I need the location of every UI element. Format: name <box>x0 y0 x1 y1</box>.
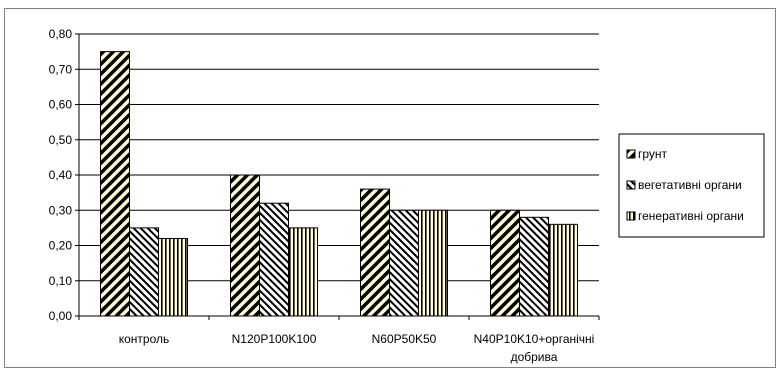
y-tick-label: 0,80 <box>49 27 73 41</box>
bars <box>100 51 578 317</box>
y-tick-label: 0,20 <box>49 239 73 253</box>
y-tick-label: 0,00 <box>49 309 73 323</box>
legend: грунт вегетативні органи генеративні орган… <box>618 133 765 238</box>
legend-swatch <box>626 211 636 221</box>
chart-frame: 0,00 0,10 0,20 0,30 0,40 0,50 0,60 0,70 0,80 конт… <box>4 8 776 368</box>
bar-vegetative-1 <box>259 202 289 317</box>
bar-soil-0 <box>100 51 130 317</box>
bar-vegetative-3 <box>519 216 549 317</box>
legend-label: грунт <box>638 147 668 161</box>
legend-label: вегетативні органи <box>638 178 742 192</box>
x-category-label: контроль <box>119 332 170 346</box>
x-category-label: N120P100K100 <box>232 332 317 346</box>
bar-generative-2 <box>418 209 448 317</box>
y-tick-label: 0,70 <box>49 62 73 76</box>
legend-swatch <box>626 180 636 190</box>
x-category-label: N60P50K50 <box>372 332 437 346</box>
x-category-label: добрива <box>511 350 558 364</box>
bar-soil-1 <box>230 174 260 317</box>
bar-soil-2 <box>360 188 390 317</box>
bar-chart: 0,00 0,10 0,20 0,30 0,40 0,50 0,60 0,70 0,80 конт… <box>49 27 765 364</box>
axis-labels: 0,00 0,10 0,20 0,30 0,40 0,50 0,60 0,70 0,80 конт… <box>49 27 595 364</box>
bar-generative-1 <box>288 227 318 317</box>
bar-vegetative-0 <box>129 227 159 317</box>
bar-soil-3 <box>490 209 520 317</box>
y-tick-label: 0,10 <box>49 274 73 288</box>
bar-generative-0 <box>158 237 188 317</box>
legend-swatch <box>626 149 636 159</box>
y-tick-label: 0,50 <box>49 133 73 147</box>
legend-box <box>618 133 765 238</box>
bar-vegetative-2 <box>389 209 419 317</box>
y-tick-label: 0,40 <box>49 168 73 182</box>
x-category-label: N40P10K10+органічні <box>474 332 595 346</box>
bar-generative-3 <box>548 223 578 317</box>
y-tick-label: 0,60 <box>49 98 73 112</box>
y-tick-label: 0,30 <box>49 203 73 217</box>
legend-label: генеративні органи <box>638 209 744 223</box>
